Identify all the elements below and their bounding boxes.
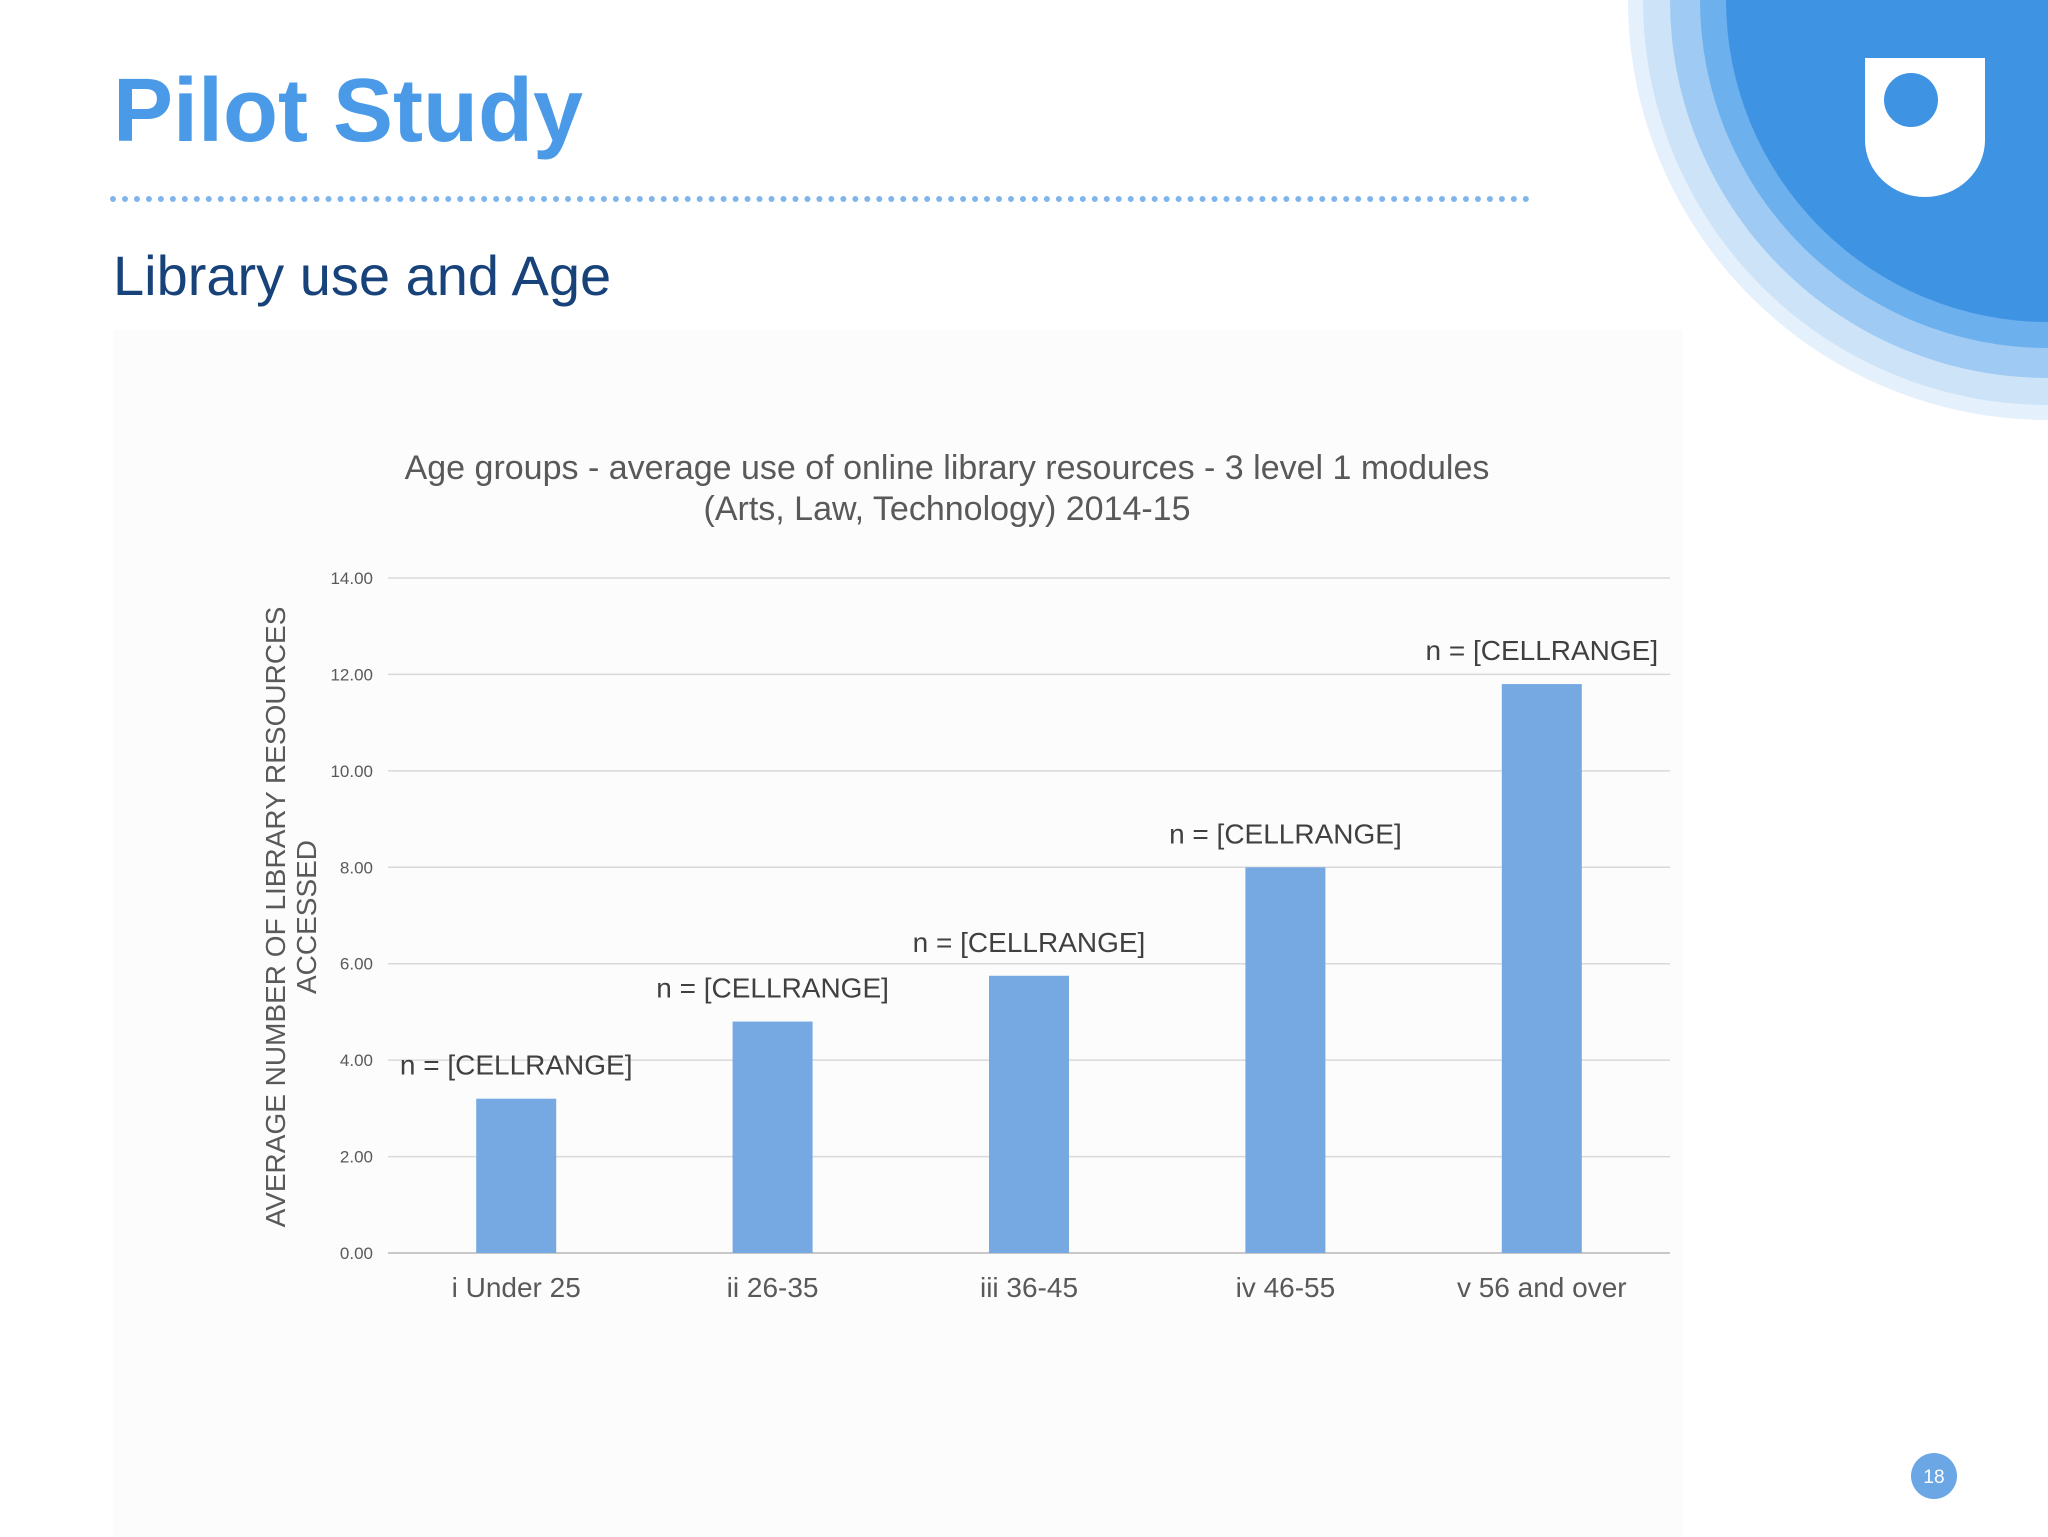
y-tick-labels: 0.00 2.00 4.00 6.00 8.00 10.00 12.00 14.00 xyxy=(330,569,373,1263)
x-tick-label: v 56 and over xyxy=(1457,1272,1627,1303)
x-tick-label: i Under 25 xyxy=(452,1272,581,1303)
y-axis-title: AVERAGE NUMBER OF LIBRARY RESOURCES ACCE… xyxy=(260,607,322,1228)
y-tick-label: 12.00 xyxy=(330,665,373,684)
page-number-badge: 18 xyxy=(1911,1453,1957,1499)
data-label: n = [CELLRANGE] xyxy=(1169,818,1402,849)
x-tick-labels: i Under 25 ii 26-35 iii 36-45 iv 46-55 v 56 … xyxy=(452,1272,1627,1303)
bar xyxy=(476,1098,557,1253)
page-number: 18 xyxy=(1923,1467,1944,1488)
x-tick-label: iv 46-55 xyxy=(1236,1272,1336,1303)
open-university-logo-icon xyxy=(1628,0,2048,420)
slide-title: Pilot Study xyxy=(113,61,583,161)
data-labels: n = [CELLRANGE] n = [CELLRANGE] n = [CELLR… xyxy=(400,635,1658,1081)
bar xyxy=(732,1021,813,1253)
x-tick-label: iii 36-45 xyxy=(980,1272,1078,1303)
y-tick-label: 0.00 xyxy=(340,1244,373,1263)
y-tick-label: 6.00 xyxy=(340,955,373,974)
bar xyxy=(1501,684,1582,1253)
chart-title: Age groups - average use of online libra… xyxy=(405,449,1490,528)
y-tick-label: 14.00 xyxy=(330,569,373,588)
data-label: n = [CELLRANGE] xyxy=(400,1050,633,1081)
logo-dot xyxy=(1884,73,1938,127)
data-label: n = [CELLRANGE] xyxy=(656,973,889,1004)
chart-title-line-2: (Arts, Law, Technology) 2014-15 xyxy=(704,490,1191,528)
y-axis-title-line-2: ACCESSED xyxy=(291,840,322,994)
data-label: n = [CELLRANGE] xyxy=(1425,635,1658,666)
bar xyxy=(989,975,1069,1253)
title-divider xyxy=(110,196,1530,202)
bars xyxy=(476,684,1582,1253)
y-axis-title-line-1: AVERAGE NUMBER OF LIBRARY RESOURCES xyxy=(260,607,291,1228)
x-tick-label: ii 26-35 xyxy=(727,1272,819,1303)
y-tick-label: 10.00 xyxy=(330,762,373,781)
data-label: n = [CELLRANGE] xyxy=(913,927,1146,958)
chart-title-line-1: Age groups - average use of online libra… xyxy=(405,449,1490,487)
chart-background xyxy=(113,330,1683,1537)
y-tick-label: 4.00 xyxy=(340,1051,373,1070)
bar xyxy=(1245,867,1326,1253)
y-tick-label: 2.00 xyxy=(340,1148,373,1167)
y-tick-label: 8.00 xyxy=(340,858,373,877)
page-number-circle xyxy=(1911,1453,1957,1499)
slide-subtitle: Library use and Age xyxy=(113,244,612,307)
